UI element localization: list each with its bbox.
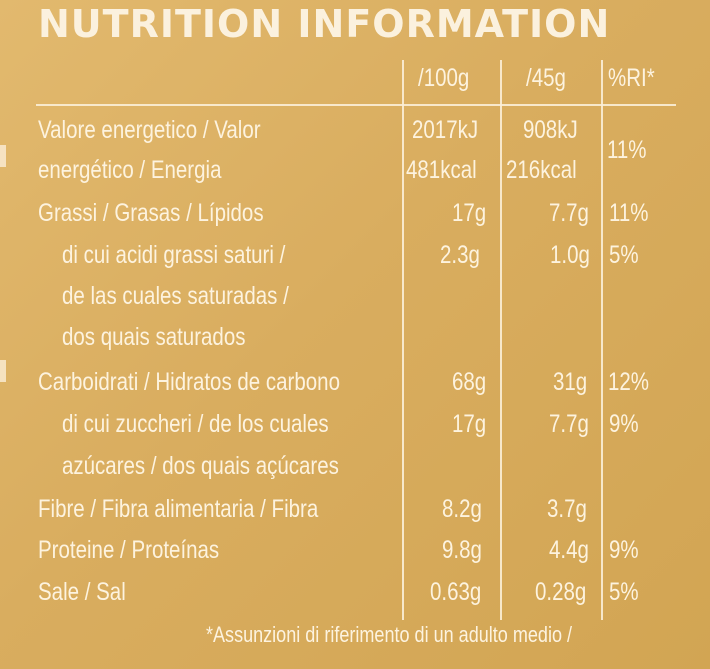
value-ri: 9% [609, 536, 639, 564]
value-45g: 7.7g [549, 410, 589, 438]
header-per-100g: /100g [418, 64, 470, 92]
value-100g: 17g [452, 199, 487, 227]
row-label: di cui acidi grassi saturi / [62, 241, 286, 269]
row-label: Valore energetico / Valor [38, 116, 261, 144]
value-45g: 908kJ [523, 116, 578, 144]
value-45g: 31g [553, 368, 588, 396]
column-divider-2 [500, 60, 502, 620]
row-label: Fibre / Fibra alimentaria / Fibra [38, 495, 319, 523]
column-divider-3 [601, 60, 603, 620]
value-ri: 11% [607, 136, 647, 164]
edge-mark [0, 360, 6, 382]
value-100g: 0.63g [430, 578, 482, 606]
column-divider-1 [402, 60, 404, 620]
header-per-45g: /45g [526, 64, 566, 92]
value-ri: 5% [609, 241, 639, 269]
nutrition-title: NUTRITION INFORMATION [38, 2, 611, 46]
row-label: Carboidrati / Hidratos de carbono [38, 368, 340, 396]
value-100g: 17g [452, 410, 487, 438]
value-ri: 5% [609, 578, 639, 606]
row-label: de las cuales saturadas / [62, 282, 289, 310]
value-100g: 481kcal [406, 156, 477, 184]
value-45g: 216kcal [506, 156, 577, 184]
value-45g: 1.0g [550, 241, 590, 269]
value-45g: 0.28g [535, 578, 587, 606]
row-label: azúcares / dos quais açúcares [62, 452, 339, 480]
value-ri: 12% [608, 368, 650, 396]
header-rule [36, 104, 676, 106]
value-100g: 2017kJ [412, 116, 479, 144]
value-100g: 9.8g [442, 536, 482, 564]
value-ri: 11% [609, 199, 649, 227]
value-45g: 3.7g [547, 495, 587, 523]
value-45g: 4.4g [549, 536, 589, 564]
edge-mark [0, 145, 6, 167]
row-label: Sale / Sal [38, 578, 126, 606]
row-label: energético / Energia [38, 156, 222, 184]
value-ri: 9% [609, 410, 639, 438]
value-100g: 2.3g [440, 241, 480, 269]
reference-intake-footnote: *Assunzioni di riferimento di un adulto … [206, 622, 573, 647]
header-ri: %RI* [608, 64, 655, 92]
row-label: di cui zuccheri / de los cuales [62, 410, 329, 438]
row-label: dos quais saturados [62, 323, 246, 351]
value-100g: 8.2g [442, 495, 482, 523]
row-label: Proteine / Proteínas [38, 536, 220, 564]
value-100g: 68g [452, 368, 487, 396]
row-label: Grassi / Grasas / Lípidos [38, 199, 264, 227]
value-45g: 7.7g [549, 199, 589, 227]
